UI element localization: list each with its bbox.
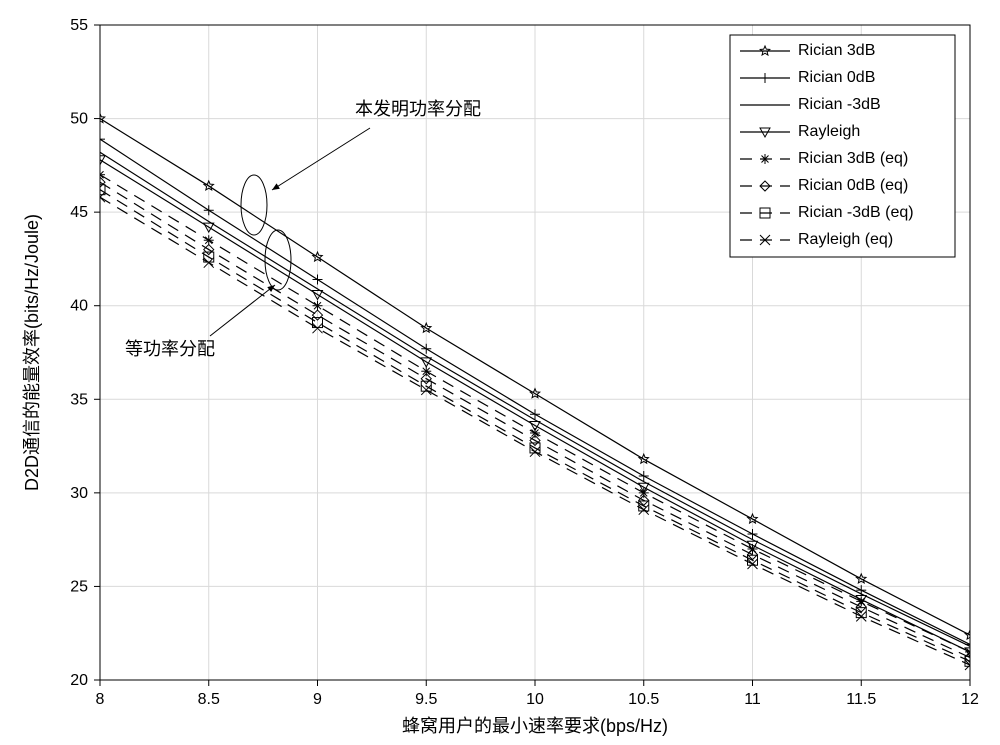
x-tick-label: 12 [961,691,979,708]
legend-label: Rayleigh (eq) [798,231,893,248]
y-tick-label: 20 [70,672,88,689]
x-tick-label: 8.5 [198,691,220,708]
y-tick-label: 35 [70,391,88,408]
legend-label: Rician -3dB (eq) [798,204,914,221]
legend-label: Rician 0dB (eq) [798,177,908,194]
legend-label: Rician 3dB (eq) [798,150,908,167]
legend-label: Rayleigh [798,123,860,140]
y-tick-label: 45 [70,204,88,221]
chart-container: 8 8.5 9 9.5 10 10.5 11 11.5 12 20 25 30 35 40 45 50 55 蜂窝… [0,0,1000,745]
x-tick-label: 11 [744,691,761,708]
callout-text: 本发明功率分配 [355,99,481,119]
y-axis-label: D2D通信的能量效率(bits/Hz/Joule) [22,214,42,491]
y-tick-label: 50 [70,111,88,128]
legend-label: Rician 0dB [798,69,875,86]
y-tick-label: 30 [70,485,88,502]
x-tick-label: 9 [313,691,322,708]
x-tick-label: 11.5 [846,691,876,708]
callout-text: 等功率分配 [125,339,215,359]
legend-label: Rician -3dB [798,96,881,113]
x-tick-label: 10.5 [628,691,659,708]
legend-label: Rician 3dB [798,42,875,59]
y-tick-label: 40 [70,298,88,315]
line-chart: 8 8.5 9 9.5 10 10.5 11 11.5 12 20 25 30 35 40 45 50 55 蜂窝… [0,0,1000,745]
y-tick-label: 55 [70,17,88,34]
x-tick-label: 8 [96,691,105,708]
x-tick-label: 9.5 [415,691,437,708]
x-tick-label: 10 [526,691,544,708]
legend: Rician 3dB Rician 0dB Rician -3dB Rayleigh R… [730,35,955,257]
x-axis-label: 蜂窝用户的最小速率要求(bps/Hz) [402,716,668,736]
y-tick-label: 25 [70,578,88,595]
